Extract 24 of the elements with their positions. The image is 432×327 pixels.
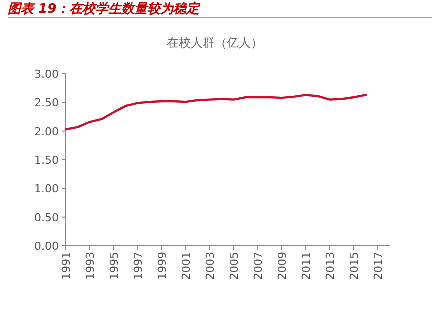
x-tick-label: 2003	[204, 252, 217, 280]
x-tick-label: 2011	[300, 252, 313, 280]
x-tick-label: 1997	[132, 252, 145, 280]
x-tick-label: 1995	[108, 252, 121, 280]
y-tick-label: 2.00	[34, 125, 59, 138]
x-tick-label: 2015	[348, 252, 361, 280]
x-tick-label: 2005	[228, 252, 241, 280]
y-tick-label: 2.50	[34, 96, 59, 110]
y-tick-label: 1.00	[34, 182, 59, 196]
x-tick-label: 2009	[276, 252, 289, 280]
chart-title: 图表 19：在校学生数量较为稳定	[8, 1, 202, 17]
x-tick-label: 2017	[372, 252, 385, 280]
chart-subtitle: 在校人群（亿人）	[167, 36, 263, 50]
y-tick-label: 0.50	[34, 211, 59, 224]
y-tick-label: 1.50	[34, 154, 59, 167]
x-tick-label: 2007	[252, 252, 265, 280]
x-tick-label: 1991	[60, 252, 73, 280]
x-tick-label: 2013	[324, 252, 337, 280]
x-tick-label: 1993	[84, 252, 97, 280]
y-tick-label: 3.00	[34, 68, 59, 81]
y-tick-label: 0.00	[34, 240, 59, 253]
line-series	[64, 94, 368, 131]
x-tick-label: 2001	[180, 252, 193, 280]
x-tick-label: 1999	[156, 252, 169, 280]
